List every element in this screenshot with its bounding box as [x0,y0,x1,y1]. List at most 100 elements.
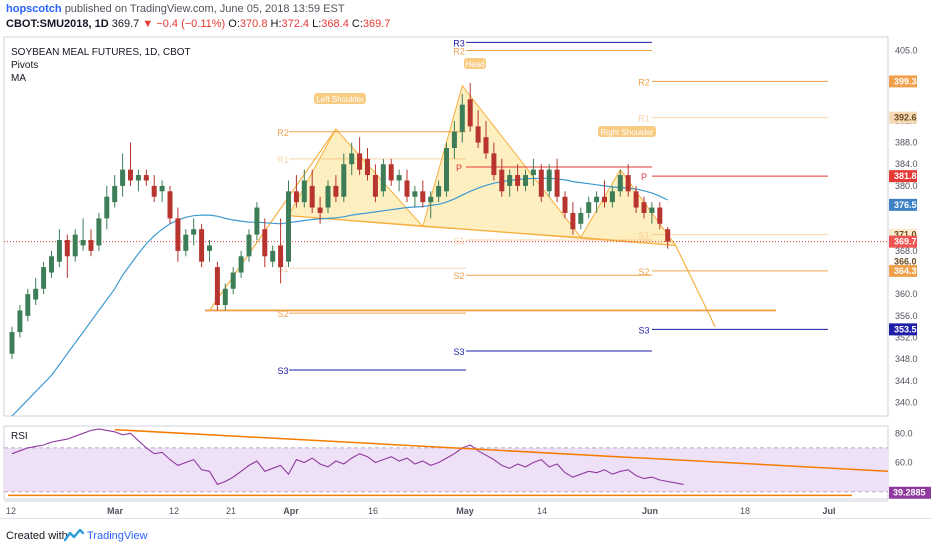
price-badge-bg [889,235,917,248]
candle-body [270,250,276,262]
candle-body [365,158,370,176]
candle-body [586,202,592,213]
candle-body [515,175,521,186]
pivot-s1-label: S1 [277,264,288,274]
candle-body [428,196,434,203]
price-badge-bg [889,75,917,88]
rsi-line [11,428,684,486]
candle-body [301,180,307,203]
candle-body [507,175,513,186]
candle-body [436,185,442,197]
pivot-p-label: P [456,163,462,173]
candle-body [467,99,473,127]
candle-body [222,288,228,306]
candle-body [554,169,560,197]
y-tick-label: 384.0 [895,159,918,169]
candle-body [349,153,355,165]
rsi-tick-label: 60.0 [895,458,913,468]
candle-body [325,185,331,208]
neckline [288,215,676,247]
candle-body [380,164,386,192]
candle-body [333,185,339,197]
candle-body [278,245,284,268]
y-tick-label: 405.0 [895,46,918,56]
candle-body [120,169,126,186]
candle-body [72,234,78,257]
y-tick-label: 360.0 [895,289,918,299]
candle-body [451,131,457,148]
candle-body [293,191,299,203]
candle-body [167,191,173,219]
pivot-s2-label: S2 [453,271,464,281]
rsi-label: RSI [11,431,28,442]
high-value: 372.4 [281,18,310,30]
published-line: hopscotch published on TradingView.com, … [6,3,345,15]
price-badge-label: 353.5 [894,324,917,334]
pivot-r1-label: R1 [638,114,650,124]
pivot-r3-label: R3 [453,38,465,48]
candle-body [420,191,426,203]
rsi-badge-label: 39.2885 [893,488,926,498]
annotation-bg-2 [464,58,486,69]
tradingview-link[interactable]: TradingView [87,530,148,542]
candle-body [641,202,647,213]
candle-body [262,229,268,257]
candle-body [341,164,347,197]
x-tick-label: 12 [169,506,179,516]
y-tick-label: 356.0 [895,311,918,321]
candlesticks [9,83,671,360]
candle-body [538,169,544,197]
candle-body [578,212,584,224]
pivot-p-label: P [641,172,647,182]
price-pane-frame [3,36,889,417]
chart-annotations: Left Shoulder Head Right Shoulder [314,58,656,137]
candle-body [175,218,181,251]
y-tick-label: 388.0 [895,138,918,148]
price-badge-label: 381.8 [894,171,917,181]
price-badge-bg [889,323,917,336]
candle-body [230,272,236,289]
tradingview-logo-icon[interactable] [64,528,84,542]
candle-body [546,169,552,192]
candle-body [372,175,378,197]
candle-body [49,256,54,273]
pivot-s2-label: S2 [277,309,288,319]
author-name[interactable]: hopscotch [6,3,62,15]
candle-body [246,234,252,257]
x-tick-label: Jun [642,506,658,516]
price-badge-bg [889,198,917,211]
candle-body [286,191,291,262]
chart-title: SOYBEAN MEAL FUTURES, 1D, CBOT [11,47,191,58]
candle-body [104,196,110,219]
rsi-band [4,447,888,492]
y-tick-label: 340.0 [895,397,918,407]
candle-body [159,185,165,192]
rsi-trendline [114,428,889,473]
candle-body [56,240,62,262]
header: hopscotch published on TradingView.com, … [0,0,932,34]
legend-pivots: Pivots [11,60,38,71]
high-label: H: [270,18,282,30]
candle-body [388,164,394,181]
low-label: L: [312,18,322,30]
candle-body [530,169,536,176]
annotation-2: Head [465,60,484,69]
candle-body [183,234,189,251]
last-price: 369.7 [111,18,140,30]
candle-body [88,240,94,251]
x-tick-label: 16 [368,506,378,516]
candle-body [665,229,671,242]
rsi-badge-bg [889,486,931,499]
candle-body [135,175,141,181]
candle-body [309,185,315,208]
pivot-r2-label: R2 [277,128,289,138]
price-badge-label: 399.3 [894,76,917,86]
candle-body [17,310,23,333]
candle-body [404,180,410,197]
price-badge-label: 392.6 [894,113,917,123]
axes: 340.0344.0348.0352.0356.0360.0364.0368.0… [6,46,931,516]
y-tick-label: 368.0 [895,246,918,256]
pivot-s3-label: S3 [453,347,464,357]
x-tick-label: May [456,506,474,516]
